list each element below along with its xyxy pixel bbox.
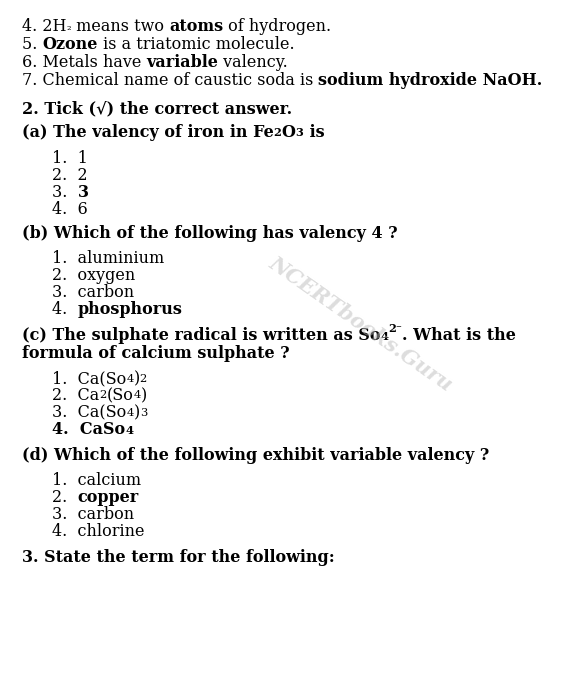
Text: ₂: ₂ (66, 22, 71, 32)
Text: 4: 4 (134, 391, 140, 400)
Text: copper: copper (77, 489, 139, 506)
Text: 3: 3 (296, 128, 304, 138)
Text: phosphorus: phosphorus (77, 301, 182, 318)
Text: valency.: valency. (218, 54, 288, 71)
Text: 3. State the term for the following:: 3. State the term for the following: (22, 549, 335, 566)
Text: 4.  chlorine: 4. chlorine (52, 523, 144, 540)
Text: (c) The sulphate radical is written as So: (c) The sulphate radical is written as S… (22, 327, 380, 344)
Text: 1.  calcium: 1. calcium (52, 472, 141, 489)
Text: 4: 4 (126, 408, 134, 418)
Text: of hydrogen.: of hydrogen. (223, 18, 331, 35)
Text: ): ) (134, 404, 140, 421)
Text: 3.: 3. (52, 184, 77, 201)
Text: O: O (281, 124, 296, 141)
Text: 4: 4 (126, 373, 134, 383)
Text: (So: (So (107, 387, 134, 404)
Text: is: is (304, 124, 324, 141)
Text: 2.: 2. (52, 489, 77, 506)
Text: 4.  6: 4. 6 (52, 201, 88, 218)
Text: formula of calcium sulphate ?: formula of calcium sulphate ? (22, 345, 289, 362)
Text: 1.  aluminium: 1. aluminium (52, 250, 164, 267)
Text: 2.  2: 2. 2 (52, 167, 88, 184)
Text: 2: 2 (99, 391, 107, 400)
Text: 6. Metals have: 6. Metals have (22, 54, 147, 71)
Text: 7. Chemical name of caustic soda is: 7. Chemical name of caustic soda is (22, 72, 319, 89)
Text: 5.: 5. (22, 36, 42, 53)
Text: 3.  carbon: 3. carbon (52, 284, 134, 301)
Text: 3.  carbon: 3. carbon (52, 506, 134, 523)
Text: 4: 4 (380, 331, 388, 342)
Text: ): ) (134, 370, 140, 387)
Text: 3: 3 (140, 408, 147, 418)
Text: 2.  Ca: 2. Ca (52, 387, 99, 404)
Text: 1.  Ca(So: 1. Ca(So (52, 370, 126, 387)
Text: 2⁻: 2⁻ (388, 323, 402, 334)
Text: (d) Which of the following exhibit variable valency ?: (d) Which of the following exhibit varia… (22, 447, 489, 464)
Text: is a triatomic molecule.: is a triatomic molecule. (98, 36, 295, 53)
Text: means two: means two (71, 18, 169, 35)
Text: sodium hydroxide NaOH.: sodium hydroxide NaOH. (319, 72, 543, 89)
Text: 2: 2 (274, 128, 281, 138)
Text: 2. Tick (√) the correct answer.: 2. Tick (√) the correct answer. (22, 100, 292, 117)
Text: ): ) (140, 387, 147, 404)
Text: variable: variable (147, 54, 218, 71)
Text: 1.  1: 1. 1 (52, 150, 88, 167)
Text: 4: 4 (125, 425, 133, 435)
Text: atoms: atoms (169, 18, 223, 35)
Text: 4. 2H: 4. 2H (22, 18, 66, 35)
Text: 4.  CaSo: 4. CaSo (52, 421, 125, 438)
Text: (a) The valency of iron in Fe: (a) The valency of iron in Fe (22, 124, 274, 141)
Text: 3: 3 (77, 184, 89, 201)
Text: (b) Which of the following has valency 4 ?: (b) Which of the following has valency 4… (22, 225, 398, 242)
Text: Ozone: Ozone (42, 36, 98, 53)
Text: NCERTbooks.Guru: NCERTbooks.Guru (265, 253, 457, 395)
Text: 3.  Ca(So: 3. Ca(So (52, 404, 126, 421)
Text: 2: 2 (140, 373, 147, 383)
Text: 4.: 4. (52, 301, 77, 318)
Text: 2.  oxygen: 2. oxygen (52, 267, 135, 284)
Text: . What is the: . What is the (402, 327, 516, 344)
